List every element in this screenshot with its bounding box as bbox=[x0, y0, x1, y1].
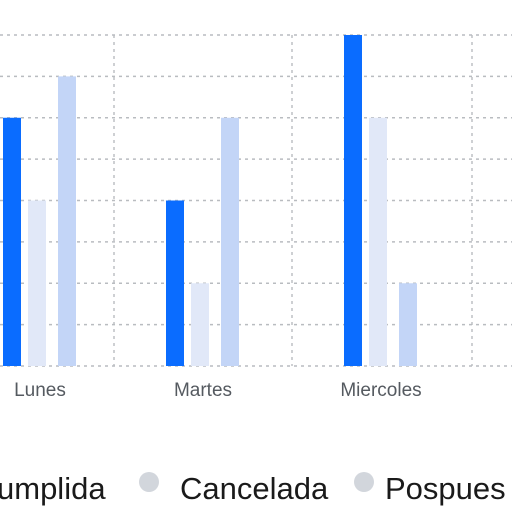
bar-lunes-0 bbox=[3, 117, 21, 366]
legend-marker bbox=[354, 472, 374, 492]
x-tick-label: Lunes bbox=[14, 380, 66, 401]
grid bbox=[0, 34, 512, 367]
bar-martes-0 bbox=[166, 200, 184, 366]
bar-lunes-2 bbox=[58, 76, 76, 366]
bar-martes-1 bbox=[191, 283, 209, 366]
bar-miercoles-1 bbox=[369, 117, 387, 366]
legend-label: Cancelada bbox=[180, 471, 329, 506]
legend-label: umplida bbox=[0, 471, 106, 506]
x-tick-label: Miercoles bbox=[340, 380, 421, 401]
x-tick-label: Martes bbox=[174, 380, 232, 401]
x-axis-labels: LunesMartesMiercolesJ bbox=[14, 380, 422, 401]
bar-martes-2 bbox=[221, 117, 239, 366]
legend-label: Pospues bbox=[385, 471, 506, 506]
legend-marker bbox=[139, 472, 159, 492]
bars bbox=[3, 35, 417, 366]
bar-miercoles-2 bbox=[399, 283, 417, 366]
bar-lunes-1 bbox=[28, 200, 46, 366]
bar-miercoles-0 bbox=[344, 35, 362, 366]
legend: umplida Cancelada Pospues bbox=[0, 471, 506, 506]
